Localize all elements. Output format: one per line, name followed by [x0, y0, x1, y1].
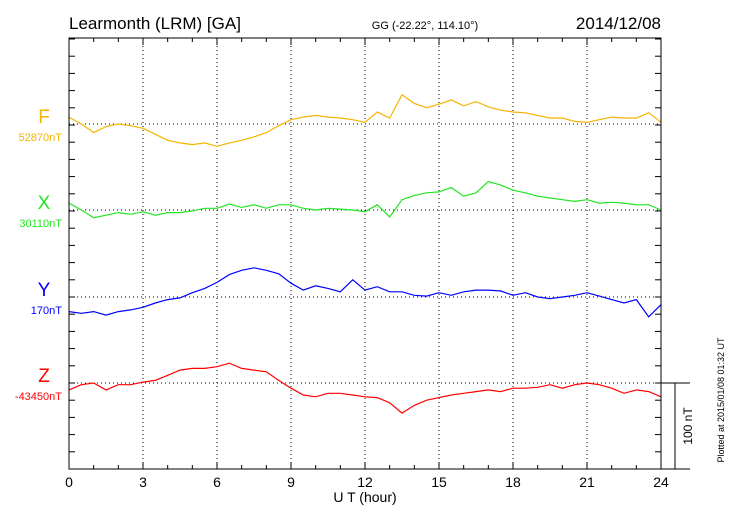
- x-axis-label: U T (hour): [333, 489, 396, 505]
- series-group: [68, 93, 662, 414]
- scale-bar: [661, 382, 690, 470]
- series-line-z: [68, 362, 662, 414]
- chart-date: 2014/12/08: [576, 14, 661, 33]
- x-tick-label: 0: [65, 474, 73, 490]
- series-baseline-z: -43450nT: [15, 391, 62, 403]
- series-baseline-x: 30110nT: [19, 218, 62, 230]
- x-tick-label: 6: [213, 474, 221, 490]
- series-name-f: F: [38, 107, 50, 128]
- series-line-y: [68, 267, 662, 318]
- x-tick-label: 12: [357, 474, 373, 490]
- series-labels: F 52870nT X 30110nT Y 170nT Z -43450nT: [15, 107, 62, 403]
- series-name-z: Z: [38, 366, 50, 387]
- x-tick-label: 24: [653, 474, 669, 490]
- chart-subtitle: GG (-22.22°, 114.10°): [372, 20, 478, 32]
- series-name-x: X: [38, 193, 51, 214]
- series-baseline-y: 170nT: [31, 305, 62, 317]
- chart-title: Learmonth (LRM) [GA]: [69, 14, 241, 33]
- plotted-note: Plotted at 2015/01/08 01:32 UT: [716, 337, 726, 463]
- x-tick-label: 9: [287, 474, 295, 490]
- x-tick-label: 3: [139, 474, 147, 490]
- series-baseline-f: 52870nT: [19, 132, 63, 144]
- axis-ticks: 0 3 6 9 12 15 18 21 24: [65, 38, 669, 490]
- series-line-x: [68, 180, 662, 219]
- series-line-f: [68, 93, 662, 148]
- series-name-y: Y: [38, 280, 51, 301]
- x-tick-label: 18: [505, 474, 521, 490]
- x-tick-label: 21: [579, 474, 595, 490]
- scale-bar-label: 100 nT: [681, 407, 695, 445]
- x-tick-label: 15: [431, 474, 447, 490]
- grid-lines: [69, 38, 661, 469]
